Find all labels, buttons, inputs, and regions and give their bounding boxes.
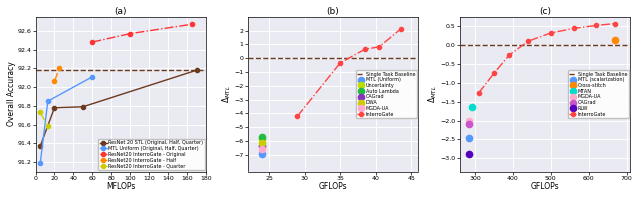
InterroGate — [490, 72, 498, 74]
ResNet 20 STL (Original, Half, Quarter) — [36, 145, 44, 147]
ResNet20 InterroGate - Half — [55, 67, 63, 69]
Line: InterroGate: InterroGate — [295, 27, 403, 118]
Title: (c): (c) — [539, 7, 551, 16]
Y-axis label: $\Delta_{MTL}$: $\Delta_{MTL}$ — [427, 85, 439, 103]
X-axis label: GFLOPs: GFLOPs — [531, 182, 559, 191]
ResNet20 InterroGate - Quarter — [36, 111, 44, 114]
Y-axis label: $\Delta_{MTL}$: $\Delta_{MTL}$ — [220, 85, 233, 103]
ResNet20 InterroGate - Original — [188, 23, 196, 25]
MTL Uniform (Original, Half, Quarter) — [88, 76, 96, 78]
ResNet 20 STL (Original, Half, Quarter) — [193, 69, 200, 71]
X-axis label: MFLOPs: MFLOPs — [106, 182, 136, 191]
MTL Uniform (Original, Half, Quarter) — [36, 162, 44, 164]
X-axis label: GFLOPs: GFLOPs — [319, 182, 348, 191]
ResNet20 InterroGate - Half — [51, 80, 58, 83]
MTL Uniform (Original, Half, Quarter) — [44, 100, 52, 102]
Line: ResNet20 InterroGate - Quarter: ResNet20 InterroGate - Quarter — [38, 110, 50, 129]
InterroGate — [593, 24, 600, 27]
Title: (a): (a) — [115, 7, 127, 16]
Line: ResNet20 InterroGate - Original: ResNet20 InterroGate - Original — [90, 22, 194, 44]
InterroGate — [361, 48, 369, 50]
InterroGate — [375, 46, 383, 48]
InterroGate — [397, 28, 404, 30]
Legend: Single Task Baseline, MTL (Uniform), Uncertainty, Auto Lambda, CAGrad, DWA, MGDA: Single Task Baseline, MTL (Uniform), Unc… — [356, 70, 417, 118]
Legend: Single Task Baseline, MTL (scalarization), Cross-stitch, MTAN, MGDA-UA, CAGrad, : Single Task Baseline, MTL (scalarization… — [568, 70, 629, 118]
Title: (b): (b) — [326, 7, 339, 16]
InterroGate — [475, 92, 483, 94]
Line: InterroGate: InterroGate — [477, 21, 618, 95]
Line: MTL Uniform (Original, Half, Quarter): MTL Uniform (Original, Half, Quarter) — [38, 75, 95, 165]
Line: ResNet20 InterroGate - Half: ResNet20 InterroGate - Half — [52, 66, 61, 84]
ResNet 20 STL (Original, Half, Quarter) — [79, 106, 87, 108]
Line: ResNet 20 STL (Original, Half, Quarter): ResNet 20 STL (Original, Half, Quarter) — [38, 68, 199, 148]
Y-axis label: Overall Accuracy: Overall Accuracy — [7, 62, 16, 127]
InterroGate — [505, 54, 513, 56]
InterroGate — [611, 22, 619, 25]
InterroGate — [336, 62, 344, 64]
ResNet20 InterroGate - Original — [88, 41, 96, 43]
ResNet20 InterroGate - Original — [127, 32, 134, 35]
ResNet20 InterroGate - Quarter — [44, 125, 52, 128]
InterroGate — [294, 115, 301, 117]
InterroGate — [524, 40, 532, 42]
ResNet 20 STL (Original, Half, Quarter) — [51, 107, 58, 109]
Legend: ResNet 20 STL (Original, Half, Quarter), MTL Uniform (Original, Half, Quarter), : ResNet 20 STL (Original, Half, Quarter),… — [98, 139, 205, 170]
InterroGate — [547, 32, 555, 34]
InterroGate — [570, 27, 577, 30]
